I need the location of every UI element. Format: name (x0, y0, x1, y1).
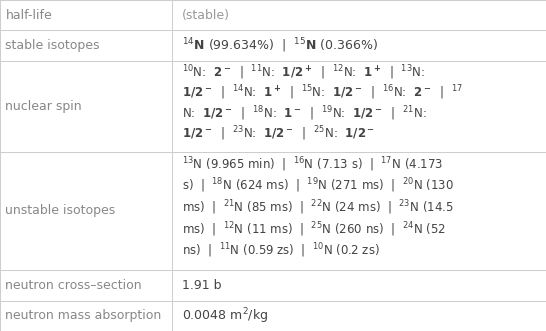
Text: unstable isotopes: unstable isotopes (5, 205, 116, 217)
Text: N:  $\mathbf{1/2^-}$  |  $^{18}$N:  $\mathbf{1^-}$  |  $^{19}$N:  $\mathbf{1/2^-: N: $\mathbf{1/2^-}$ | $^{18}$N: $\mathbf… (182, 104, 426, 122)
Text: nuclear spin: nuclear spin (5, 100, 82, 113)
Text: neutron mass absorption: neutron mass absorption (5, 309, 162, 322)
Text: 0.0048 m$^2$/kg: 0.0048 m$^2$/kg (182, 306, 268, 326)
Text: $^{10}$N:  $\mathbf{2^-}$  |  $^{11}$N:  $\mathbf{1/2^+}$  |  $^{12}$N:  $\mathb: $^{10}$N: $\mathbf{2^-}$ | $^{11}$N: $\m… (182, 64, 425, 82)
Text: (stable): (stable) (182, 9, 230, 22)
Text: ms)  |  $^{12}$N (11 ms)  |  $^{25}$N (260 ns)  |  $^{24}$N (52: ms) | $^{12}$N (11 ms) | $^{25}$N (260 n… (182, 220, 446, 239)
Text: stable isotopes: stable isotopes (5, 39, 100, 52)
Text: half-life: half-life (5, 9, 52, 22)
Text: ms)  |  $^{21}$N (85 ms)  |  $^{22}$N (24 ms)  |  $^{23}$N (14.5: ms) | $^{21}$N (85 ms) | $^{22}$N (24 ms… (182, 198, 454, 217)
Text: neutron cross–section: neutron cross–section (5, 279, 142, 292)
Text: ns)  |  $^{11}$N (0.59 zs)  |  $^{10}$N (0.2 zs): ns) | $^{11}$N (0.59 zs) | $^{10}$N (0.2… (182, 242, 379, 260)
Text: $\mathbf{1/2^-}$  |  $^{14}$N:  $\mathbf{1^+}$  |  $^{15}$N:  $\mathbf{1/2^-}$  : $\mathbf{1/2^-}$ | $^{14}$N: $\mathbf{1^… (182, 84, 462, 102)
Text: $\mathbf{1/2^-}$  |  $^{23}$N:  $\mathbf{1/2^-}$  |  $^{25}$N:  $\mathbf{1/2^-}$: $\mathbf{1/2^-}$ | $^{23}$N: $\mathbf{1/… (182, 124, 375, 143)
Text: $^{14}$$\mathbf{N}$ (99.634%)  |  $^{15}$$\mathbf{N}$ (0.366%): $^{14}$$\mathbf{N}$ (99.634%) | $^{15}$$… (182, 36, 378, 55)
Text: 1.91 b: 1.91 b (182, 279, 221, 292)
Text: s)  |  $^{18}$N (624 ms)  |  $^{19}$N (271 ms)  |  $^{20}$N (130: s) | $^{18}$N (624 ms) | $^{19}$N (271 m… (182, 177, 454, 195)
Text: $^{13}$N (9.965 min)  |  $^{16}$N (7.13 s)  |  $^{17}$N (4.173: $^{13}$N (9.965 min) | $^{16}$N (7.13 s)… (182, 155, 443, 174)
